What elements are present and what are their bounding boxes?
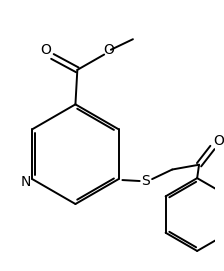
Text: O: O — [40, 43, 51, 57]
Text: O: O — [103, 43, 114, 57]
Text: N: N — [20, 175, 31, 189]
Text: O: O — [214, 134, 224, 148]
Text: S: S — [141, 174, 150, 188]
